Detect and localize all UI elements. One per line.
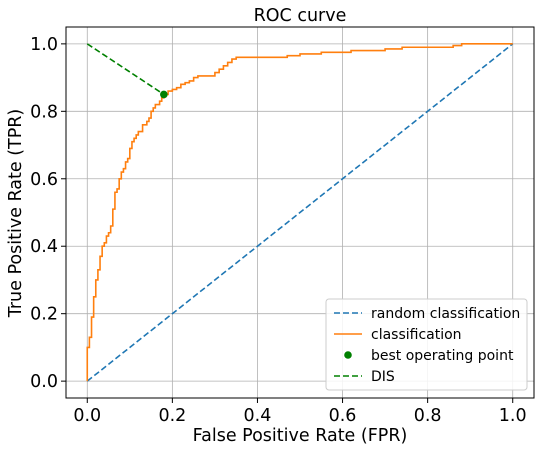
y-axis-label: True Positive Rate (TPR) — [6, 109, 26, 319]
x-tick-label: 0.6 — [329, 406, 357, 426]
y-tick-label: 1.0 — [30, 35, 58, 55]
legend: random classification classification bes… — [325, 298, 528, 391]
y-tick-label: 0.2 — [30, 305, 58, 325]
chart-title: ROC curve — [254, 6, 347, 26]
classification-line — [86, 43, 513, 382]
legend-dis-label: DIS — [371, 369, 395, 385]
legend-best-point-label: best operating point — [371, 348, 514, 364]
plot-series — [86, 43, 514, 382]
y-tick-label: 0.6 — [30, 170, 58, 190]
dis-line — [86, 43, 165, 96]
y-tick-label: 0.4 — [30, 237, 58, 257]
plot-frame — [65, 26, 535, 399]
random-classification-line — [86, 43, 514, 382]
x-axis-label: False Positive Rate (FPR) — [193, 426, 408, 446]
x-tick-label: 0.2 — [158, 406, 186, 426]
legend-box — [325, 298, 528, 391]
grid — [66, 27, 534, 398]
y-tick-label: 0.8 — [30, 102, 58, 122]
y-tick-label: 0.0 — [30, 372, 58, 392]
x-tick-label: 0.4 — [244, 406, 272, 426]
x-tick-label: 0.8 — [414, 406, 442, 426]
axis-ticks: 0.0 0.2 0.4 0.6 0.8 1.0 0.0 0.2 0.4 0.6 0.8 1.0 — [30, 35, 526, 426]
legend-classification-label: classification — [371, 327, 462, 343]
legend-random-label: random classification — [371, 306, 520, 322]
x-tick-label: 0.0 — [73, 406, 101, 426]
legend-best-point-swatch — [344, 351, 352, 359]
best-operating-point-marker — [160, 90, 168, 99]
x-tick-label: 1.0 — [499, 406, 527, 426]
